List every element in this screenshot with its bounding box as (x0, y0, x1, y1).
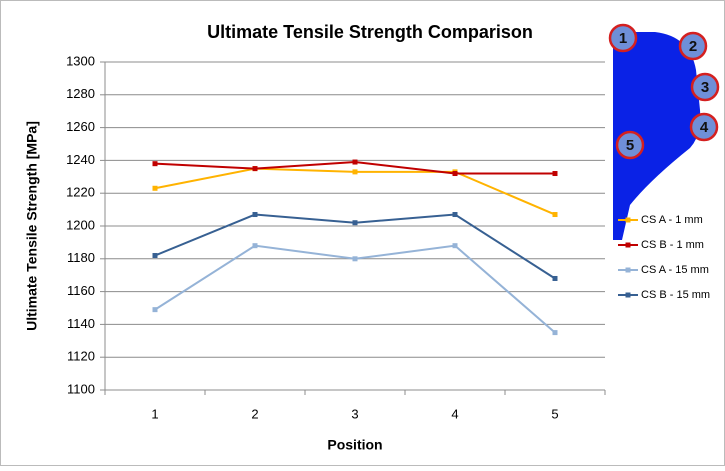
legend-marker (625, 292, 631, 298)
legend-marker (625, 242, 631, 248)
point-marker (552, 275, 558, 281)
point-marker (152, 307, 158, 313)
y-tick-label: 1260 (66, 119, 95, 134)
x-tick-label: 1 (151, 406, 158, 421)
y-tick-label: 1160 (67, 283, 95, 298)
legend-marker (625, 217, 631, 223)
y-tick-label: 1300 (66, 53, 95, 68)
y-tick-label: 1220 (66, 185, 95, 200)
legend-label: CS B - 1 mm (641, 239, 704, 251)
legend-marker (625, 267, 631, 273)
point-marker (552, 171, 558, 177)
point-marker (352, 220, 358, 226)
x-tick-label: 3 (351, 406, 358, 421)
y-tick-label: 1280 (66, 86, 95, 101)
position-label: 2 (689, 38, 697, 55)
position-marker (690, 72, 720, 102)
position-label: 4 (700, 119, 709, 136)
point-marker (352, 159, 358, 165)
position-label: 1 (619, 30, 627, 47)
x-tick-label: 4 (451, 406, 458, 421)
point-marker (452, 171, 458, 177)
point-marker (252, 212, 258, 218)
y-tick-label: 1200 (66, 217, 95, 232)
point-marker (152, 185, 158, 191)
legend-label: CS A - 15 mm (641, 264, 709, 276)
point-marker (352, 169, 358, 175)
legend-label: CS A - 1 mm (641, 214, 703, 226)
inset-diagram: 1 2 3 4 5 (608, 23, 720, 240)
y-tick-label: 1240 (66, 152, 95, 167)
x-tick-label: 5 (551, 406, 558, 421)
chart-title: Ultimate Tensile Strength Comparison (207, 22, 533, 42)
y-tick-label: 1140 (67, 316, 95, 331)
point-marker (352, 256, 358, 262)
point-marker (252, 166, 258, 172)
position-marker (678, 31, 708, 61)
position-marker (689, 112, 719, 142)
point-marker (552, 330, 558, 336)
point-marker (452, 243, 458, 249)
legend-label: CS B - 15 mm (641, 289, 710, 301)
y-tick-label: 1100 (67, 381, 95, 396)
position-label: 5 (626, 137, 634, 154)
position-label: 3 (701, 79, 709, 96)
y-tick-label: 1120 (67, 349, 95, 364)
point-marker (252, 243, 258, 249)
point-marker (152, 253, 158, 259)
y-tick-label: 1180 (67, 250, 95, 265)
point-marker (152, 161, 158, 167)
point-marker (452, 212, 458, 218)
y-axis-label: Ultimate Tensile Strength [MPa] (24, 121, 40, 331)
specimen-shape (613, 32, 701, 240)
position-marker (615, 130, 645, 160)
x-axis-label: Position (327, 437, 382, 453)
position-marker (608, 23, 638, 53)
x-tick-label: 2 (251, 406, 258, 421)
point-marker (552, 212, 558, 218)
